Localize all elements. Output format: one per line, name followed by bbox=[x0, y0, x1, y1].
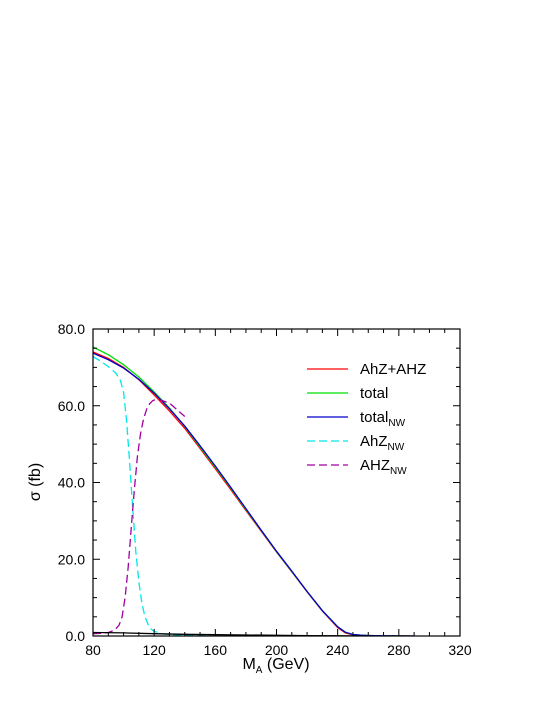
x-axis-label: MA (GeV) bbox=[242, 656, 309, 676]
legend: AhZ+AHZ total totalNW AhZNW AHZNW bbox=[307, 361, 426, 477]
x-tick-label: 320 bbox=[448, 642, 472, 658]
series-line-3 bbox=[93, 356, 216, 636]
y-tick-label: 20.0 bbox=[58, 551, 85, 567]
legend-label-0: AhZ+AHZ bbox=[360, 361, 426, 378]
y-tick-label: 80.0 bbox=[58, 321, 85, 337]
ticks-layer: 80 120 160 200 240 280 320 0.0 20.0 40.0 60.0 80.0 bbox=[58, 321, 472, 658]
legend-label-2: totalNW bbox=[360, 409, 406, 429]
legend-label-1: total bbox=[360, 385, 388, 402]
x-tick-label: 240 bbox=[326, 642, 350, 658]
y-tick-label: 40.0 bbox=[58, 475, 85, 491]
x-tick-label: 120 bbox=[142, 642, 166, 658]
y-tick-label: 60.0 bbox=[58, 398, 85, 414]
series-line-2 bbox=[93, 352, 415, 636]
y-tick-label: 0.0 bbox=[66, 628, 86, 644]
x-tick-label: 80 bbox=[85, 642, 101, 658]
x-tick-label: 280 bbox=[387, 642, 411, 658]
y-axis-label: σ (fb) bbox=[27, 463, 44, 501]
x-tick-label: 200 bbox=[265, 642, 289, 658]
series-line-4 bbox=[93, 398, 186, 635]
legend-label-3: AhZNW bbox=[360, 433, 405, 453]
legend-label-4: AHZNW bbox=[360, 457, 407, 477]
x-tick-label: 160 bbox=[204, 642, 228, 658]
